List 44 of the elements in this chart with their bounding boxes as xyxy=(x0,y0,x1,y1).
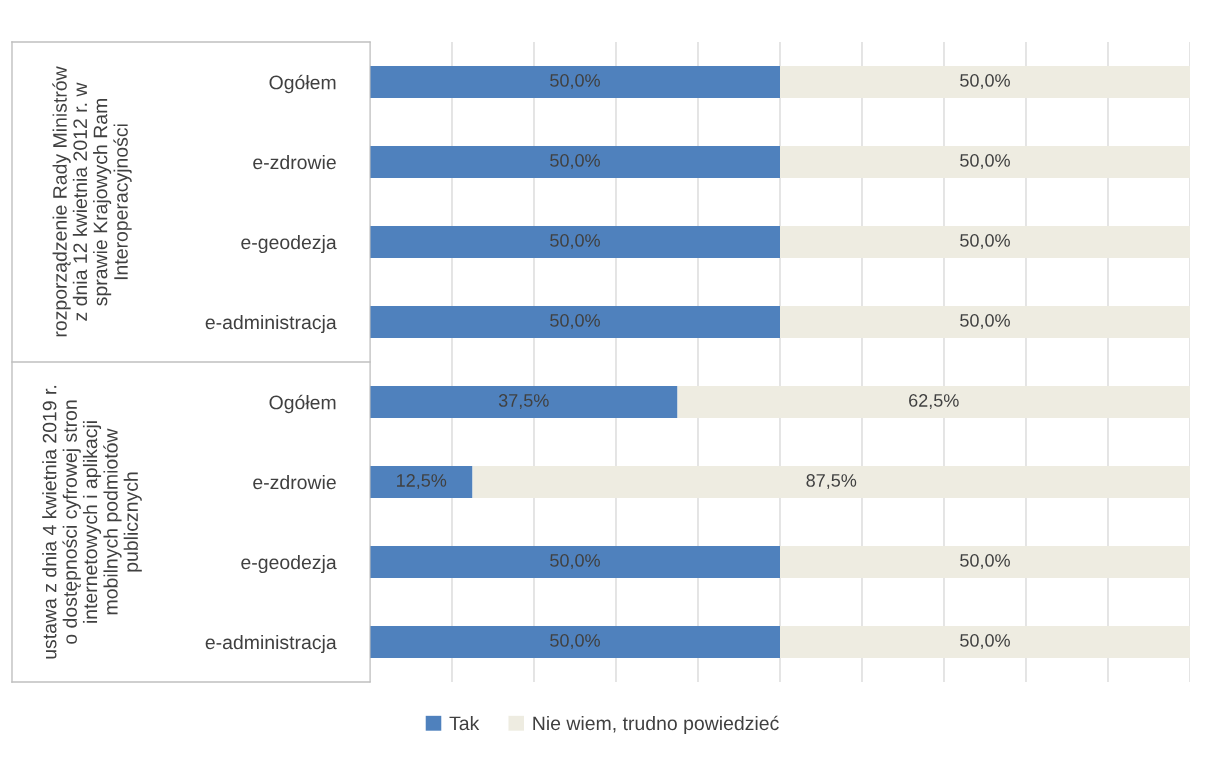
data-label: 50,0% xyxy=(960,554,1010,569)
data-label: 50,0% xyxy=(550,314,600,329)
bar xyxy=(780,306,1190,338)
bar xyxy=(370,386,678,418)
data-label: 50,0% xyxy=(960,234,1010,249)
bar xyxy=(370,306,780,338)
y-tick-label: e-zdrowie xyxy=(253,154,336,170)
bar xyxy=(677,386,1190,418)
y-tick-label: e-administracja xyxy=(205,634,337,654)
data-label: 50,0% xyxy=(550,554,600,569)
bar xyxy=(780,226,1190,258)
bar xyxy=(370,146,780,178)
bar xyxy=(780,626,1190,658)
bar xyxy=(780,546,1190,578)
bar xyxy=(780,146,1190,178)
bar xyxy=(370,226,780,258)
bar xyxy=(370,66,780,98)
text: ustawa z dnia 4 kwietnia 2019 r. o dostępności cyfrowej stron internetowych i aplikacji mobilnych podmiotów publicznych xyxy=(42,385,142,659)
y-tick-label: e-geodezja xyxy=(241,234,337,254)
data-label: 50,0% xyxy=(550,234,600,249)
bar xyxy=(370,626,780,658)
legend-label: Nie wiem, trudno powiedzieć xyxy=(533,715,779,735)
y-tick-label: Ogółem xyxy=(269,74,336,94)
y-tick-label: e-geodezja xyxy=(241,554,337,574)
bar xyxy=(370,466,473,498)
bar xyxy=(780,66,1190,98)
data-label: 50,0% xyxy=(960,154,1010,169)
legend-label: Tak xyxy=(449,715,480,731)
y-tick-label: e-zdrowie xyxy=(253,474,336,490)
data-label: 37,5% xyxy=(498,394,549,409)
data-label: 50,0% xyxy=(960,74,1010,89)
bar xyxy=(370,546,780,578)
data-label: 50,0% xyxy=(550,634,600,649)
bar xyxy=(472,466,1190,498)
data-label: 62,5% xyxy=(909,394,959,409)
data-label: 12,5% xyxy=(397,474,447,489)
text: rozporządzenie Rady Ministrów z dnia 12 kwietnia 2012 r. w sprawie Krajowych Ram Interoperacyjności xyxy=(52,66,132,337)
data-label: 50,0% xyxy=(960,634,1010,649)
y-tick-label: Ogółem xyxy=(269,394,336,414)
data-label: 50,0% xyxy=(550,154,600,169)
data-label: 50,0% xyxy=(960,314,1010,329)
data-label: 87,5% xyxy=(806,474,857,489)
data-label: 50,0% xyxy=(550,74,600,89)
y-tick-label: e-administracja xyxy=(205,314,337,334)
